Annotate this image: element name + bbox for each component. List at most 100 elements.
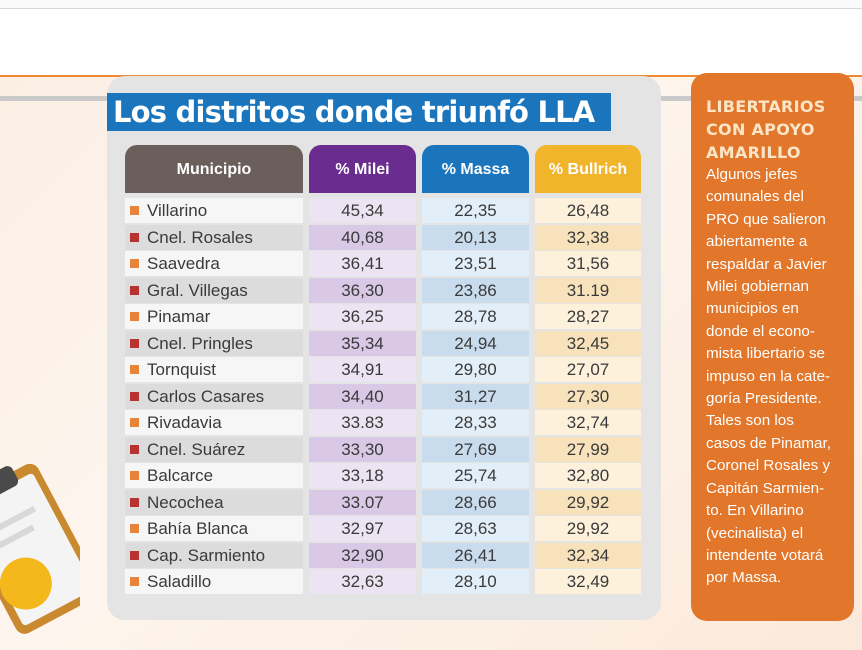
municipio-name: Cnel. Rosales xyxy=(147,227,253,247)
municipio-name: Saladillo xyxy=(147,572,212,591)
municipio-cell: Tornquist xyxy=(125,357,303,382)
municipio-name: Necochea xyxy=(147,492,224,512)
square-bullet-icon xyxy=(130,444,139,454)
municipio-name: Villarino xyxy=(147,201,208,220)
sidebar-text: Algunos jefes comunales del PRO que sali… xyxy=(706,166,831,587)
municipio-name: Rivadavia xyxy=(147,413,222,432)
square-bullet-icon xyxy=(130,312,139,321)
top-border xyxy=(0,0,862,9)
bullrich-value: 32,49 xyxy=(535,569,641,594)
table-row: Saladillo 32,63 28,10 32,49 xyxy=(125,569,641,596)
municipio-name: Pinamar xyxy=(147,307,211,326)
milei-value: 34,40 xyxy=(309,383,416,409)
square-bullet-icon xyxy=(130,285,139,295)
table-row: Rivadavia 33.83 28,33 32,74 xyxy=(125,410,641,437)
municipio-cell: Pinamar xyxy=(125,304,303,329)
bullrich-value: 27,30 xyxy=(535,383,641,409)
massa-value: 23,86 xyxy=(422,277,529,303)
table-row: Cap. Sarmiento 32,90 26,41 32,34 xyxy=(125,542,641,570)
municipio-name: Cnel. Suárez xyxy=(147,439,246,459)
milei-value: 34,91 xyxy=(309,357,416,382)
municipio-cell: Cap. Sarmiento xyxy=(125,542,303,568)
milei-value: 35,34 xyxy=(309,330,416,356)
table-row: Carlos Casares 34,40 31,27 27,30 xyxy=(125,383,641,411)
municipio-name: Tornquist xyxy=(147,360,216,379)
square-bullet-icon xyxy=(130,524,139,533)
municipio-cell: Cnel. Rosales xyxy=(125,224,303,250)
column-header-massa: % Massa xyxy=(422,145,529,193)
bullrich-value: 29,92 xyxy=(535,489,641,515)
milei-value: 36,41 xyxy=(309,251,416,276)
massa-value: 29,80 xyxy=(422,357,529,382)
milei-value: 32,63 xyxy=(309,569,416,594)
sidebar-box: LIBERTARIOS CON APOYO AMARILLO Algunos j… xyxy=(691,73,854,621)
massa-value: 25,74 xyxy=(422,463,529,488)
table-row: Pinamar 36,25 28,78 28,27 xyxy=(125,304,641,331)
municipio-name: Carlos Casares xyxy=(147,386,265,406)
massa-value: 23,51 xyxy=(422,251,529,276)
milei-value: 32,97 xyxy=(309,516,416,541)
municipio-cell: Cnel. Pringles xyxy=(125,330,303,356)
bullrich-value: 28,27 xyxy=(535,304,641,329)
milei-value: 32,90 xyxy=(309,542,416,568)
bullrich-value: 32,38 xyxy=(535,224,641,250)
bullrich-value: 26,48 xyxy=(535,198,641,223)
bullrich-value: 32,45 xyxy=(535,330,641,356)
bullrich-value: 32,80 xyxy=(535,463,641,488)
municipio-cell: Necochea xyxy=(125,489,303,515)
bullrich-value: 31,56 xyxy=(535,251,641,276)
bullrich-value: 32,74 xyxy=(535,410,641,435)
milei-value: 33.07 xyxy=(309,489,416,515)
square-bullet-icon xyxy=(130,365,139,374)
massa-value: 28,10 xyxy=(422,569,529,594)
square-bullet-icon xyxy=(130,338,139,348)
infographic-title: Los distritos donde triunfó LLA xyxy=(107,93,611,131)
table-row: Cnel. Suárez 33,30 27,69 27,99 xyxy=(125,436,641,464)
table-row: Bahía Blanca 32,97 28,63 29,92 xyxy=(125,516,641,543)
massa-value: 27,69 xyxy=(422,436,529,462)
municipio-cell: Saladillo xyxy=(125,569,303,594)
table-row: Necochea 33.07 28,66 29,92 xyxy=(125,489,641,517)
bullrich-value: 27,07 xyxy=(535,357,641,382)
milei-value: 33,18 xyxy=(309,463,416,488)
square-bullet-icon xyxy=(130,259,139,268)
square-bullet-icon xyxy=(130,497,139,507)
sidebar-title: LIBERTARIOS CON APOYO AMARILLO xyxy=(706,97,826,162)
municipio-name: Cap. Sarmiento xyxy=(147,545,266,565)
municipio-name: Saavedra xyxy=(147,254,220,273)
massa-value: 28,33 xyxy=(422,410,529,435)
municipio-cell: Cnel. Suárez xyxy=(125,436,303,462)
massa-value: 24,94 xyxy=(422,330,529,356)
massa-value: 28,63 xyxy=(422,516,529,541)
square-bullet-icon xyxy=(130,418,139,427)
square-bullet-icon xyxy=(130,550,139,560)
municipio-name: Cnel. Pringles xyxy=(147,333,253,353)
table-row: Villarino 45,34 22,35 26,48 xyxy=(125,198,641,225)
table-row: Balcarce 33,18 25,74 32,80 xyxy=(125,463,641,490)
milei-value: 40,68 xyxy=(309,224,416,250)
bullrich-value: 31.19 xyxy=(535,277,641,303)
milei-value: 33.83 xyxy=(309,410,416,435)
table-row: Gral. Villegas 36,30 23,86 31.19 xyxy=(125,277,641,305)
municipio-cell: Villarino xyxy=(125,198,303,223)
milei-value: 33,30 xyxy=(309,436,416,462)
municipio-cell: Gral. Villegas xyxy=(125,277,303,303)
square-bullet-icon xyxy=(130,577,139,586)
column-header-bullrich: % Bullrich xyxy=(535,145,641,193)
municipio-name: Balcarce xyxy=(147,466,214,485)
table-row: Cnel. Rosales 40,68 20,13 32,38 xyxy=(125,224,641,252)
massa-value: 20,13 xyxy=(422,224,529,250)
municipio-cell: Balcarce xyxy=(125,463,303,488)
bullrich-value: 32,34 xyxy=(535,542,641,568)
results-table: Villarino 45,34 22,35 26,48 Cnel. Rosales 40,… xyxy=(125,198,641,596)
bullrich-value: 27,99 xyxy=(535,436,641,462)
municipio-name: Gral. Villegas xyxy=(147,280,248,300)
milei-value: 45,34 xyxy=(309,198,416,223)
massa-value: 31,27 xyxy=(422,383,529,409)
table-row: Cnel. Pringles 35,34 24,94 32,45 xyxy=(125,330,641,358)
massa-value: 28,66 xyxy=(422,489,529,515)
table-row: Saavedra 36,41 23,51 31,56 xyxy=(125,251,641,278)
table-row: Tornquist 34,91 29,80 27,07 xyxy=(125,357,641,384)
municipio-cell: Saavedra xyxy=(125,251,303,276)
column-header-municipio: Municipio xyxy=(125,145,303,193)
